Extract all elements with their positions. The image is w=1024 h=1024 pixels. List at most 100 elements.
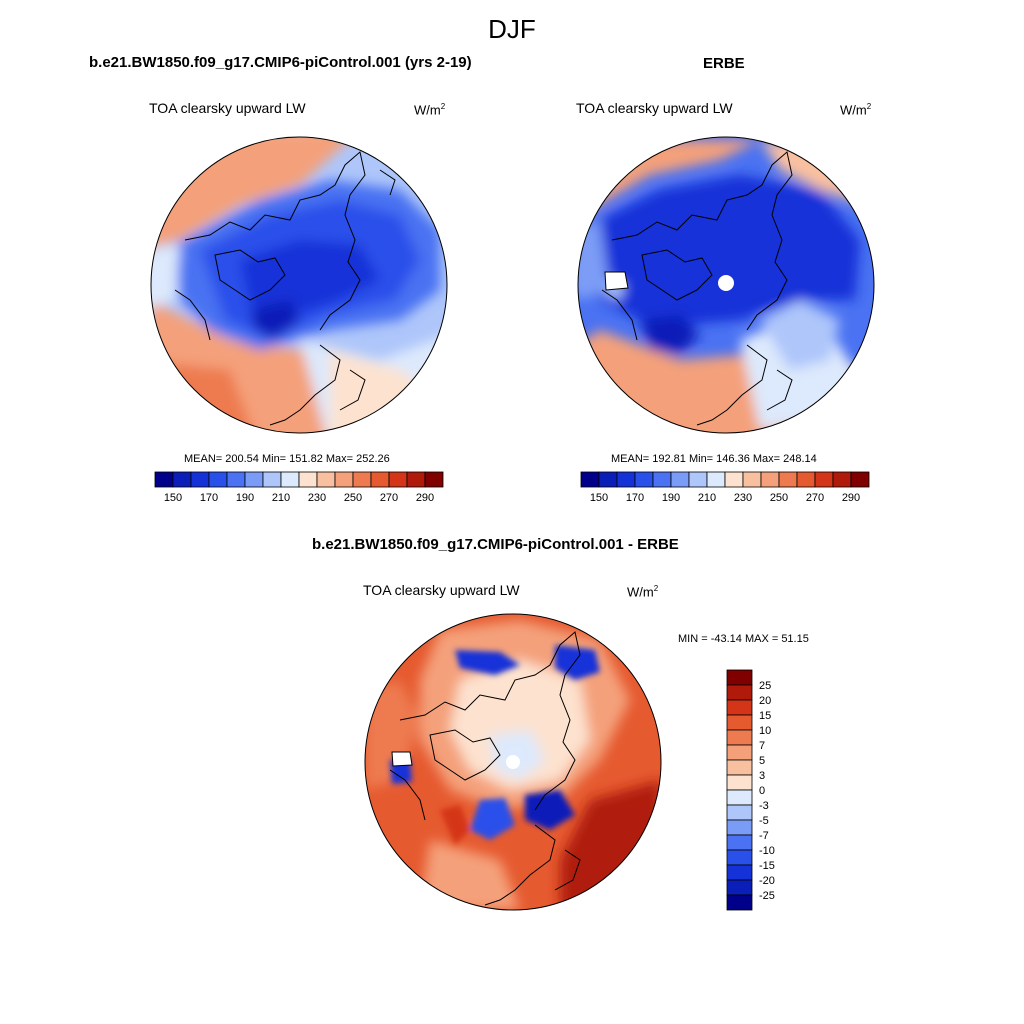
model-colorbar-tick-label: 270 bbox=[380, 492, 398, 504]
diff-polar-map bbox=[365, 614, 661, 910]
obs-panel-title: ERBE bbox=[703, 55, 745, 72]
obs-colorbar-swatch bbox=[580, 471, 600, 488]
diff-colorbar-swatch bbox=[726, 879, 753, 896]
diff-colorbar-swatch bbox=[726, 819, 753, 836]
diff-colorbar-tick-label: -20 bbox=[759, 875, 775, 887]
diff-colorbar-tick-label: 20 bbox=[759, 695, 771, 707]
obs-colorbar-tick-label: 170 bbox=[626, 492, 644, 504]
diff-map-border bbox=[364, 613, 662, 911]
figure-title: DJF bbox=[488, 14, 536, 44]
obs-colorbar-swatch bbox=[652, 471, 672, 488]
diff-colorbar-tick-label: 3 bbox=[759, 770, 765, 782]
diff-colorbar-tick-label: -7 bbox=[759, 830, 769, 842]
model-colorbar-tick-label: 250 bbox=[344, 492, 362, 504]
obs-colorbar-swatch bbox=[814, 471, 834, 488]
diff-colorbar-swatch bbox=[726, 774, 753, 791]
obs-colorbar-swatch bbox=[670, 471, 690, 488]
diff-colorbar-swatch bbox=[726, 744, 753, 761]
obs-colorbar-tick-label: 270 bbox=[806, 492, 824, 504]
diff-colorbar-tick-label: -25 bbox=[759, 890, 775, 902]
diff-colorbar-swatch bbox=[726, 789, 753, 806]
model-units: W/m2 bbox=[414, 102, 446, 118]
diff-colorbar-tick-label: -5 bbox=[759, 815, 769, 827]
obs-polar-map bbox=[578, 137, 874, 433]
diff-colorbar-swatch bbox=[726, 684, 753, 701]
diff-stats: MIN = -43.14 MAX = 51.15 bbox=[678, 633, 809, 645]
obs-colorbar: 150 170 190 210 230 250 270 290 bbox=[580, 471, 870, 504]
obs-units: W/m2 bbox=[840, 102, 872, 118]
diff-colorbar-tick-label: 15 bbox=[759, 710, 771, 722]
obs-colorbar-swatch bbox=[850, 471, 870, 488]
model-colorbar-swatch bbox=[244, 471, 264, 488]
model-colorbar-tick-label: 210 bbox=[272, 492, 290, 504]
model-colorbar: 150 170 190 210 230 250 270 290 bbox=[154, 471, 444, 504]
diff-variable-label: TOA clearsky upward LW bbox=[363, 582, 520, 598]
obs-variable-label: TOA clearsky upward LW bbox=[576, 100, 733, 116]
diff-colorbar-swatch bbox=[726, 804, 753, 821]
diff-units: W/m2 bbox=[627, 584, 659, 600]
model-colorbar-swatch bbox=[262, 471, 282, 488]
diff-colorbar-swatch bbox=[726, 864, 753, 881]
diff-colorbar-tick-label: 5 bbox=[759, 755, 765, 767]
diff-colorbar-swatch bbox=[726, 759, 753, 776]
obs-colorbar-tick-label: 210 bbox=[698, 492, 716, 504]
obs-colorbar-swatch bbox=[742, 471, 762, 488]
model-colorbar-swatch bbox=[190, 471, 210, 488]
diff-colorbar-tick-label: 0 bbox=[759, 785, 765, 797]
obs-colorbar-swatch bbox=[598, 471, 618, 488]
obs-colorbar-swatch bbox=[778, 471, 798, 488]
model-variable-label: TOA clearsky upward LW bbox=[149, 100, 306, 116]
model-colorbar-tick-label: 190 bbox=[236, 492, 254, 504]
diff-colorbar-swatch bbox=[726, 849, 753, 866]
obs-colorbar-swatch bbox=[760, 471, 780, 488]
diff-colorbar-swatch bbox=[726, 669, 753, 686]
model-colorbar-tick-label: 290 bbox=[416, 492, 434, 504]
diff-colorbar-tick-label: -15 bbox=[759, 860, 775, 872]
model-panel-title: b.e21.BW1850.f09_g17.CMIP6-piControl.001… bbox=[89, 54, 472, 71]
diff-colorbar-swatch bbox=[726, 714, 753, 731]
diff-colorbar-swatch bbox=[726, 894, 753, 911]
model-colorbar-tick-label: 170 bbox=[200, 492, 218, 504]
obs-stats: MEAN= 192.81 Min= 146.36 Max= 248.14 bbox=[611, 453, 817, 465]
diff-colorbar-tick-label: 7 bbox=[759, 740, 765, 752]
diff-pole-hole bbox=[506, 755, 520, 769]
obs-colorbar-swatch bbox=[796, 471, 816, 488]
model-stats: MEAN= 200.54 Min= 151.82 Max= 252.26 bbox=[184, 453, 390, 465]
model-colorbar-swatch bbox=[334, 471, 354, 488]
model-colorbar-swatch bbox=[424, 471, 444, 488]
model-map-border bbox=[150, 136, 448, 434]
obs-colorbar-tick-label: 190 bbox=[662, 492, 680, 504]
model-colorbar-swatch bbox=[316, 471, 336, 488]
diff-colorbar-swatch bbox=[726, 699, 753, 716]
obs-colorbar-swatch bbox=[616, 471, 636, 488]
model-colorbar-swatch bbox=[406, 471, 426, 488]
diff-colorbar-tick-label: -10 bbox=[759, 845, 775, 857]
model-polar-map bbox=[151, 137, 447, 433]
obs-map-border bbox=[577, 136, 875, 434]
obs-colorbar-swatch bbox=[688, 471, 708, 488]
model-colorbar-swatch bbox=[370, 471, 390, 488]
diff-colorbar-tick-label: 25 bbox=[759, 680, 771, 692]
model-colorbar-swatch bbox=[154, 471, 174, 488]
diff-colorbar-swatch bbox=[726, 834, 753, 851]
model-colorbar-tick-label: 230 bbox=[308, 492, 326, 504]
obs-colorbar-swatch bbox=[724, 471, 744, 488]
obs-colorbar-tick-label: 150 bbox=[590, 492, 608, 504]
model-colorbar-swatch bbox=[226, 471, 246, 488]
obs-colorbar-tick-label: 230 bbox=[734, 492, 752, 504]
obs-colorbar-tick-label: 290 bbox=[842, 492, 860, 504]
diff-colorbar-tick-label: 10 bbox=[759, 725, 771, 737]
obs-colorbar-swatch bbox=[832, 471, 852, 488]
diff-colorbar-swatch bbox=[726, 729, 753, 746]
obs-colorbar-swatch bbox=[634, 471, 654, 488]
obs-pole-hole bbox=[718, 275, 734, 291]
model-colorbar-swatch bbox=[172, 471, 192, 488]
model-colorbar-swatch bbox=[208, 471, 228, 488]
obs-colorbar-tick-label: 250 bbox=[770, 492, 788, 504]
model-colorbar-swatch bbox=[280, 471, 300, 488]
obs-colorbar-swatch bbox=[706, 471, 726, 488]
diff-colorbar: 25 20 15 10 7 5 3 0 -3 -5 -7 -10 -15 -20 -25 bbox=[726, 669, 775, 911]
model-colorbar-swatch bbox=[352, 471, 372, 488]
model-colorbar-swatch bbox=[388, 471, 408, 488]
